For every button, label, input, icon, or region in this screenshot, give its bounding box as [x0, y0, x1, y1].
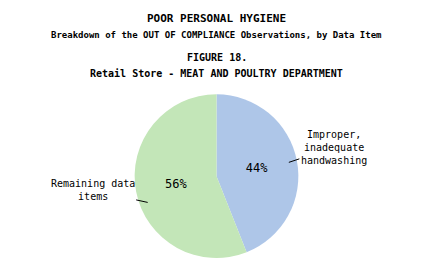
- svg-text:FIGURE 18.: FIGURE 18.: [187, 52, 247, 63]
- svg-text:POOR PERSONAL HYGIENE: POOR PERSONAL HYGIENE: [147, 12, 286, 25]
- svg-text:56%: 56%: [165, 177, 187, 191]
- svg-text:Retail Store - MEAT AND POULTR: Retail Store - MEAT AND POULTRY DEPARTME…: [90, 68, 343, 79]
- svg-text:Remaining dataitems: Remaining dataitems: [51, 178, 135, 202]
- svg-text:Breakdown of the OUT OF COMPLI: Breakdown of the OUT OF COMPLIANCE Obser…: [51, 30, 382, 40]
- svg-text:44%: 44%: [246, 161, 268, 175]
- svg-text:Improper,inadequatehandwashing: Improper,inadequatehandwashing: [301, 129, 367, 166]
